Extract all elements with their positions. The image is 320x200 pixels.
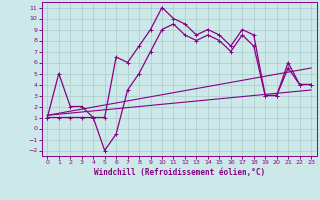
X-axis label: Windchill (Refroidissement éolien,°C): Windchill (Refroidissement éolien,°C) [94, 168, 265, 177]
